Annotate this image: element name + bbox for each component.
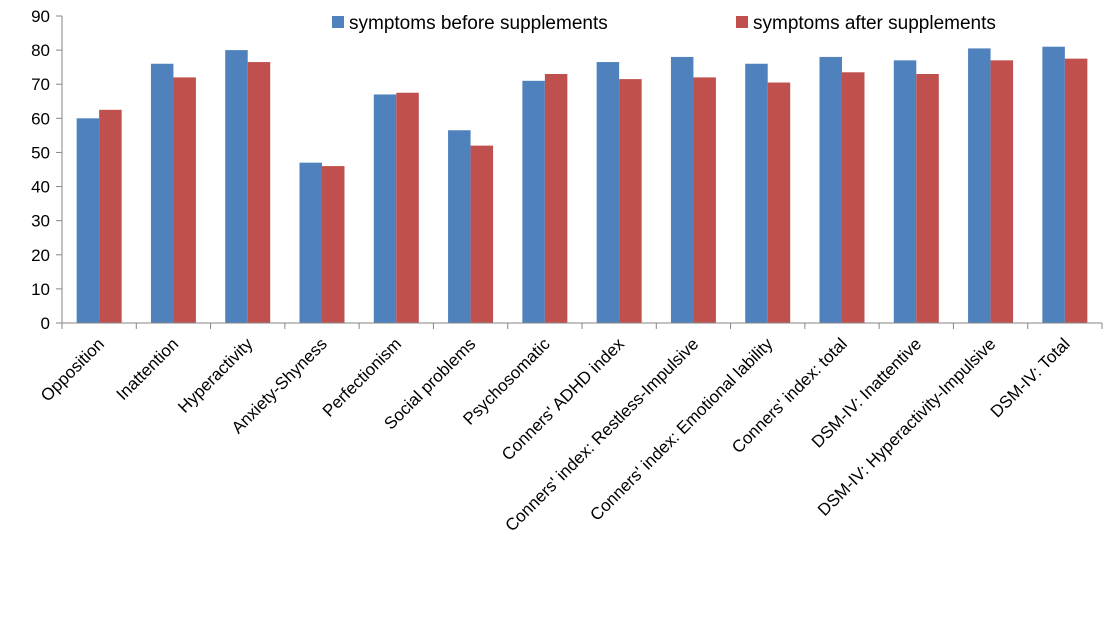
y-tick-label: 80 [31, 41, 50, 60]
bar-after-9 [767, 82, 791, 324]
y-tick-label: 0 [41, 314, 50, 333]
category-label: Hyperactivity [174, 334, 257, 417]
y-tick-label: 20 [31, 246, 50, 265]
legend-label-before: symptoms before supplements [349, 13, 608, 34]
y-tick-label: 60 [31, 109, 50, 128]
bar-before-2 [225, 50, 248, 324]
bar-before-5 [448, 130, 471, 323]
category-label: DSM-IV: Total [987, 334, 1074, 421]
bar-before-11 [893, 60, 917, 324]
category-label: Opposition [37, 334, 108, 405]
bar-after-12 [990, 60, 1014, 324]
bar-after-5 [470, 145, 494, 323]
bar-after-2 [247, 62, 271, 324]
bar-before-12 [968, 48, 991, 323]
bar-after-6 [544, 73, 568, 324]
category-label: Inattention [113, 334, 183, 404]
legend-swatch-after [736, 16, 748, 28]
bar-before-6 [522, 80, 545, 323]
axes-layer [56, 15, 1103, 329]
bar-before-0 [76, 118, 100, 323]
bar-after-0 [99, 109, 122, 323]
y-tick-label: 90 [31, 7, 50, 26]
bar-before-8 [670, 56, 694, 324]
bar-after-1 [173, 77, 196, 324]
bars-layer [76, 46, 1088, 324]
bar-before-9 [745, 63, 768, 323]
y-tick-label: 30 [31, 212, 50, 231]
bar-after-10 [842, 72, 865, 323]
bar-after-7 [619, 79, 642, 323]
bar-before-10 [819, 56, 842, 324]
bar-after-4 [396, 92, 419, 323]
bar-after-3 [322, 166, 345, 323]
category-label: Conners' ADHD index [498, 334, 628, 464]
legend-label-after: symptoms after supplements [753, 13, 996, 34]
bar-before-4 [373, 94, 397, 324]
legend-swatch-before [332, 16, 344, 28]
bar-before-13 [1042, 46, 1065, 323]
y-tick-label: 70 [31, 75, 50, 94]
legend: symptoms before supplements symptoms afte… [332, 13, 996, 34]
bar-before-7 [596, 62, 620, 324]
bar-before-3 [299, 162, 322, 323]
bar-after-13 [1064, 58, 1088, 323]
y-tick-label: 40 [31, 178, 50, 197]
y-tick-label: 50 [31, 143, 50, 162]
y-tick-label: 10 [31, 280, 50, 299]
bar-after-11 [916, 73, 939, 324]
bar-before-1 [150, 63, 174, 323]
bar-after-8 [693, 77, 716, 324]
